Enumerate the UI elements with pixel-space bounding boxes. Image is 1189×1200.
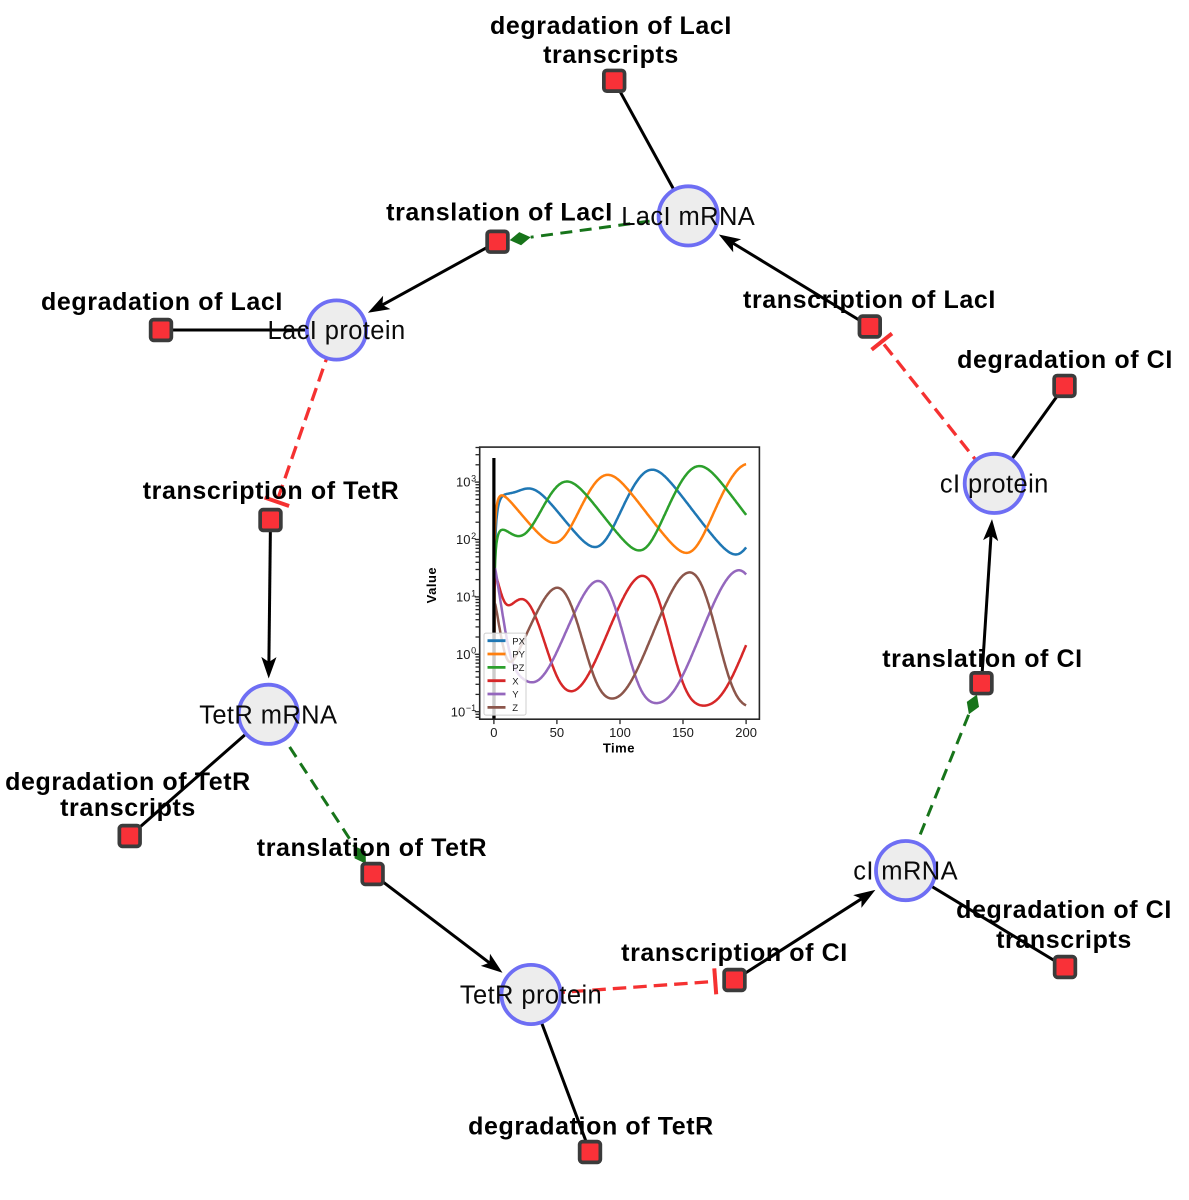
svg-text:transcription of CI: transcription of CI <box>621 939 848 967</box>
svg-text:transcription of TetR: transcription of TetR <box>143 477 400 505</box>
svg-text:200: 200 <box>735 725 757 740</box>
svg-text:degradation of CI: degradation of CI <box>956 896 1172 924</box>
svg-text:X: X <box>512 676 519 687</box>
svg-text:LacI protein: LacI protein <box>267 317 405 345</box>
svg-text:LacI mRNA: LacI mRNA <box>621 203 755 231</box>
svg-text:cI protein: cI protein <box>940 470 1049 498</box>
svg-text:degradation of LacI: degradation of LacI <box>41 288 283 316</box>
svg-text:transcription of LacI: transcription of LacI <box>743 286 996 314</box>
svg-text:Z: Z <box>512 703 518 714</box>
svg-text:150: 150 <box>672 725 694 740</box>
svg-text:PY: PY <box>512 650 525 661</box>
svg-text:translation of LacI: translation of LacI <box>386 199 613 227</box>
svg-text:cI mRNA: cI mRNA <box>853 858 958 886</box>
svg-text:50: 50 <box>550 725 564 740</box>
svg-text:transcripts: transcripts <box>996 926 1132 954</box>
svg-text:degradation of TetR: degradation of TetR <box>5 768 251 796</box>
svg-text:translation of TetR: translation of TetR <box>257 834 487 862</box>
svg-text:PX: PX <box>512 636 525 647</box>
svg-text:degradation of LacI: degradation of LacI <box>490 12 732 40</box>
svg-text:degradation of CI: degradation of CI <box>957 346 1173 374</box>
svg-text:transcripts: transcripts <box>543 41 679 69</box>
svg-text:TetR protein: TetR protein <box>460 982 602 1010</box>
svg-text:100: 100 <box>609 725 631 740</box>
svg-text:Value: Value <box>424 567 439 603</box>
svg-text:TetR mRNA: TetR mRNA <box>199 701 337 729</box>
svg-text:transcripts: transcripts <box>60 794 196 822</box>
svg-text:degradation of TetR: degradation of TetR <box>468 1113 714 1141</box>
svg-text:0: 0 <box>490 725 497 740</box>
svg-text:translation of CI: translation of CI <box>882 645 1082 673</box>
svg-text:PZ: PZ <box>512 663 524 674</box>
svg-text:Time: Time <box>603 741 635 756</box>
svg-text:Y: Y <box>512 690 519 701</box>
